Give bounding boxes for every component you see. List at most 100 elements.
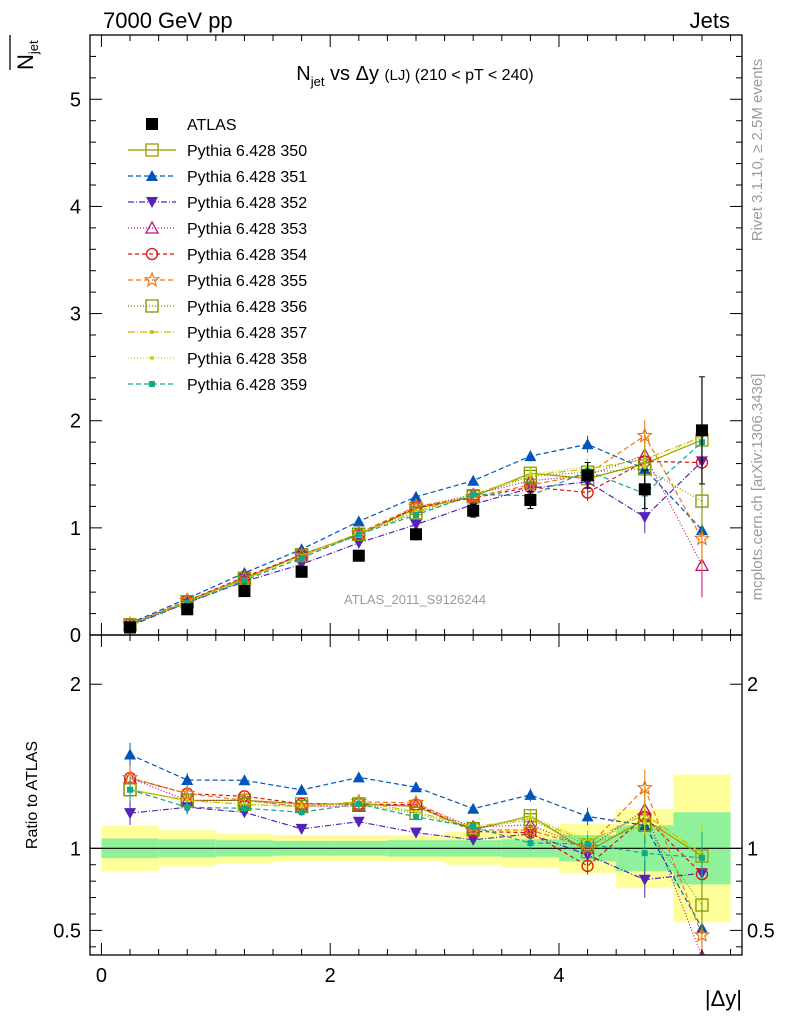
series-356-point	[352, 527, 366, 541]
y-axis-label-main: N	[13, 54, 38, 70]
series-351-ratio-point	[467, 802, 480, 814]
series-355-point	[693, 529, 711, 546]
chart-title: Njet vs Δy (LJ) (210 < pT < 240)	[296, 63, 533, 89]
series-355-point	[636, 427, 654, 443]
title-range: (210 < pT < 240)	[410, 67, 533, 84]
atlas-point	[695, 424, 708, 437]
title-main: N	[296, 63, 310, 85]
legend-atlas-label: ATLAS	[187, 117, 237, 134]
atlas-point	[295, 565, 308, 578]
title-mid: vs Δy	[324, 63, 384, 85]
ratio-series-layer	[121, 742, 711, 955]
series-351-ratio-line	[129, 754, 703, 929]
ratio-y-tick-label: 0.5	[53, 920, 81, 942]
series-359-ratio-point	[584, 840, 591, 847]
legend-entry-354: Pythia 6.428 354	[128, 247, 307, 264]
legend-marker	[145, 299, 159, 313]
rivet-version-label: Rivet 3.1.10, ≥ 2.5M events	[749, 59, 766, 242]
series-356-point	[294, 549, 309, 563]
series-359-ratio-point	[184, 804, 191, 811]
series-352-ratio-point	[638, 874, 651, 886]
ratio-y-tick-label: 1	[70, 838, 81, 860]
ratio-axis-label: Ratio to ATLAS	[24, 741, 41, 849]
legend-label: Pythia 6.428 350	[187, 143, 307, 160]
legend: ATLAS Pythia 6.428 350 Pythia 6.428 351 Pyt…	[128, 117, 307, 394]
main-series-layer	[121, 376, 711, 634]
series-351-ratio-point	[181, 773, 194, 785]
series-352-point	[638, 512, 651, 524]
main-y-tick-label: 2	[70, 411, 81, 433]
legend-label: Pythia 6.428 352	[187, 195, 307, 212]
series-359-ratio-point	[641, 850, 648, 857]
legend-marker	[143, 271, 161, 288]
atlas-point	[352, 549, 365, 562]
y-axis-label-sub: jet	[26, 40, 41, 55]
legend-marker	[145, 247, 159, 261]
legend-label: Pythia 6.428 359	[187, 377, 307, 394]
main-y-tick-label: 1	[70, 518, 81, 540]
series-351-ratio-point	[295, 783, 308, 795]
series-358-ratio-point	[528, 815, 533, 820]
main-y-tick-label: 0	[70, 625, 81, 647]
legend-label: Pythia 6.428 351	[187, 169, 307, 186]
x-axis-label: |Δy|	[705, 986, 742, 1011]
ratio-y-tick-label-right: 0.5	[747, 920, 775, 942]
series-359-ratio-point	[698, 854, 705, 861]
series-351-ratio-point	[581, 810, 594, 822]
legend-entry-352: Pythia 6.428 352	[128, 195, 307, 212]
series-351-point	[410, 490, 422, 502]
series-352-line	[129, 460, 703, 627]
series-351-point	[467, 474, 480, 486]
ratio-y-tick-label-right: 1	[747, 838, 758, 860]
series-359-ratio-point	[355, 800, 362, 807]
atlas-point	[238, 585, 251, 598]
series-353-ratio-line	[129, 777, 703, 955]
x-tick-label: 2	[325, 965, 336, 987]
series-355-line	[129, 434, 703, 625]
series-359-ratio-point	[127, 786, 134, 793]
atlas-point	[638, 483, 651, 496]
series-352-ratio-point	[410, 827, 422, 839]
main-y-axis: 0 1 2 3 4 5	[70, 55, 742, 647]
ratio-y-axis: 0.5 0.5 1 1 2 2	[53, 674, 775, 948]
series-359-point	[470, 491, 477, 498]
y-axis-label: Njet	[13, 40, 41, 70]
legend-marker	[146, 197, 158, 208]
series-359-ratio-point	[298, 809, 305, 816]
series-355-ratio-point	[407, 794, 425, 810]
series-356-ratio-point	[695, 898, 709, 912]
legend-marker	[149, 381, 155, 387]
series-359-ratio-point	[470, 824, 477, 831]
series-351-ratio-point	[352, 771, 365, 783]
series-352-ratio-point	[467, 834, 480, 846]
atlas-data	[124, 376, 708, 634]
legend-entry-359: Pythia 6.428 359	[128, 377, 307, 394]
legend-entry-353: Pythia 6.428 353	[128, 220, 307, 238]
legend-label: Pythia 6.428 358	[187, 351, 307, 368]
series-355-ratio-point	[636, 779, 654, 796]
legend-marker	[150, 330, 154, 334]
series-352-ratio-point	[295, 823, 308, 835]
legend-entry-358: Pythia 6.428 358	[128, 351, 307, 368]
series-359-point	[298, 554, 305, 561]
legend-marker	[144, 220, 160, 234]
energy-label: 7000 GeV pp	[103, 8, 233, 33]
analysis-id-watermark: ATLAS_2011_S9126244	[344, 592, 486, 607]
title-small: (LJ)	[385, 67, 411, 84]
series-359-ratio-point	[413, 813, 419, 820]
series-359-ratio-point	[527, 840, 534, 847]
x-axis: 0 2 4	[96, 35, 732, 987]
legend-label: Pythia 6.428 353	[187, 221, 307, 238]
atlas-point	[124, 621, 137, 634]
ratio-y-tick-label: 2	[70, 674, 81, 696]
legend-label: Pythia 6.428 356	[187, 299, 307, 316]
legend-entry-atlas: ATLAS	[146, 117, 237, 134]
main-y-tick-label: 4	[70, 196, 81, 218]
series-358-ratio-point	[414, 809, 418, 814]
atlas-point	[410, 528, 422, 541]
series-359-ratio-point	[241, 805, 248, 812]
series-351-ratio-point	[410, 781, 422, 793]
legend-entry-351: Pythia 6.428 351	[128, 169, 307, 186]
